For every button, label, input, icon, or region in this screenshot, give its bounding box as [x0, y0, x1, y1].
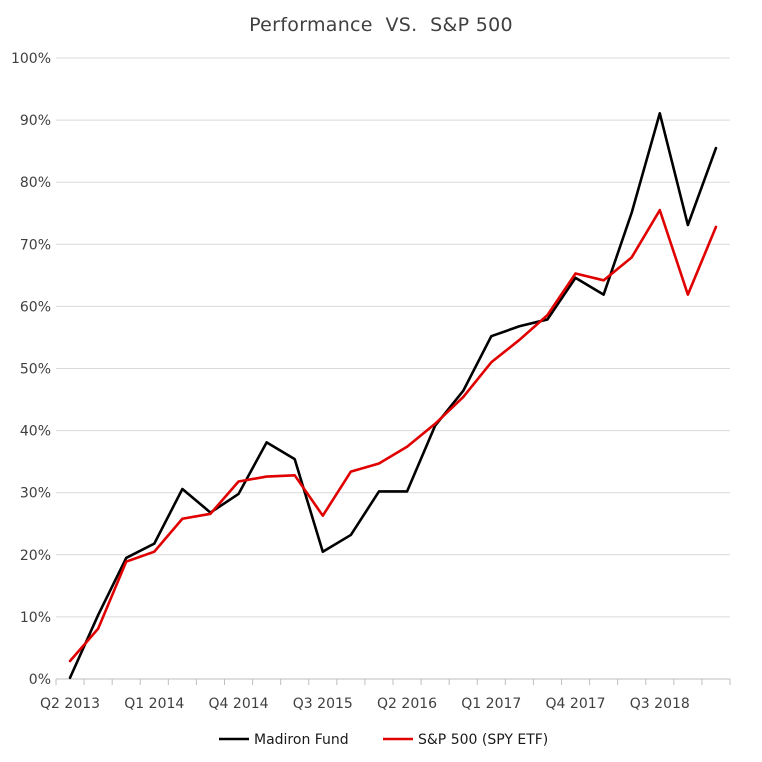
legend-label: S&P 500 (SPY ETF) [418, 732, 548, 748]
y-tick-label: 70% [20, 237, 51, 253]
axes [55, 678, 731, 685]
y-tick-label: 20% [20, 548, 51, 564]
legend: Madiron Fund S&P 500 (SPY ETF) [219, 732, 548, 748]
y-tick-label: 60% [20, 299, 51, 315]
series-lines [68, 111, 718, 680]
y-tick-label: 0% [29, 672, 51, 688]
series-line-sp500 [68, 208, 718, 663]
x-tick-label: Q3 2015 [293, 696, 353, 712]
gridlines [56, 57, 730, 618]
x-tick-label: Q4 2017 [546, 696, 606, 712]
series-line-madiron-fund [68, 111, 718, 680]
x-tick-label: Q2 2016 [377, 696, 437, 712]
y-tick-label: 10% [20, 610, 51, 626]
y-tick-label: 100% [11, 51, 51, 67]
y-tick-label: 80% [20, 175, 51, 191]
y-tick-label: 40% [20, 424, 51, 440]
x-tick-labels: Q2 2013 Q1 2014 Q4 2014 Q3 2015 Q2 2016 Q1 20… [40, 696, 690, 712]
y-tick-labels: 0% 10% 20% 30% 40% 50% 60% 70% 80% 90% 100% [11, 51, 51, 688]
x-tick-label: Q1 2017 [461, 696, 521, 712]
y-tick-label: 50% [20, 362, 51, 378]
chart-title: Performance VS. S&P 500 [249, 14, 513, 36]
x-tick-label: Q4 2014 [209, 696, 269, 712]
x-tick-label: Q1 2014 [124, 696, 184, 712]
x-tick-label: Q2 2013 [40, 696, 100, 712]
y-tick-label: 90% [20, 113, 51, 129]
y-tick-label: 30% [20, 486, 51, 502]
legend-label: Madiron Fund [254, 732, 349, 748]
x-tick-label: Q3 2018 [630, 696, 690, 712]
